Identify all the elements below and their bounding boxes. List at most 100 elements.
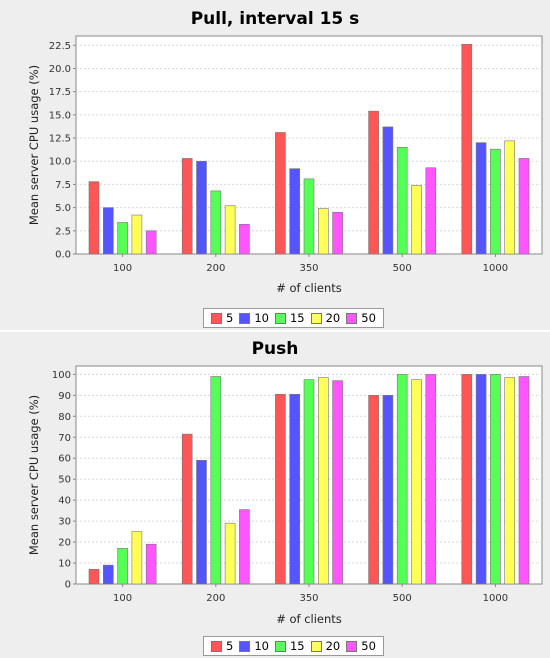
pull-chart-title: Pull, interval 15 s [191, 9, 360, 29]
push-y-tick-label: 40 [58, 496, 71, 507]
pull-y-tick-label: 2.5 [55, 226, 71, 237]
pull-legend-swatch [310, 312, 322, 324]
pull-legend-item-50: 50 [346, 311, 376, 325]
pull-bar-series-50-200 [239, 224, 250, 255]
pull-bar-series-10-100 [103, 207, 114, 255]
pull-y-axis-label: Mean server CPU usage (%) [27, 65, 41, 225]
push-y-tick-label: 100 [52, 370, 71, 381]
push-chart-panel: Push 0 10 20 30 40 50 60 70 80 90 100 100 200 350 500 10… [0, 332, 550, 658]
push-y-tick-label: 80 [58, 412, 71, 423]
push-legend-swatch [346, 640, 358, 652]
push-x-tick-label: 500 [393, 593, 412, 604]
push-legend-item-50: 50 [346, 639, 376, 653]
pull-legend: 5 10 15 20 50 [203, 308, 384, 328]
push-x-axis-label: # of clients [276, 612, 342, 626]
push-chart-title: Push [252, 339, 299, 359]
pull-legend-item-10: 10 [239, 311, 269, 325]
push-bar-series-5-500 [368, 395, 379, 585]
pull-y-tick-label: 22.5 [49, 41, 71, 52]
push-bar-series-10-1000 [475, 374, 487, 585]
push-legend-label: 5 [226, 639, 234, 653]
pull-y-tick-label: 12.5 [49, 134, 71, 145]
pull-bar-series-50-500 [425, 167, 437, 255]
pull-x-tick-label: 100 [113, 263, 132, 274]
pull-x-tick-label: 200 [206, 263, 225, 274]
push-legend-item-10: 10 [239, 639, 269, 653]
push-y-tick-label: 10 [58, 559, 71, 570]
push-bar-series-50-200 [239, 509, 250, 585]
pull-bar-series-10-350 [289, 168, 301, 255]
pull-bar-series-20-500 [411, 185, 422, 255]
pull-legend-label: 5 [226, 311, 234, 325]
push-y-tick-label: 20 [58, 538, 71, 549]
push-bar-series-50-1000 [518, 376, 530, 585]
pull-y-tick-label: 10.0 [49, 157, 71, 168]
pull-bar-series-5-500 [368, 110, 379, 255]
pull-bar-series-5-100 [88, 181, 100, 255]
push-legend-item-5: 5 [211, 639, 233, 653]
push-y-tick-label: 70 [58, 433, 71, 444]
pull-legend-swatch [239, 312, 251, 324]
pull-bar-series-50-100 [145, 230, 157, 255]
push-legend-label: 10 [254, 639, 269, 653]
push-x-tick-label: 350 [299, 593, 318, 604]
push-bar-series-20-200 [224, 522, 236, 585]
pull-bar-series-20-100 [131, 214, 143, 255]
pull-bar-series-50-350 [332, 211, 343, 255]
push-bar-series-10-100 [103, 564, 114, 585]
pull-bar-series-10-500 [382, 126, 394, 255]
push-legend-swatch [310, 640, 322, 652]
pull-bar-series-15-350 [303, 178, 315, 255]
push-bar-series-20-100 [131, 531, 143, 585]
push-x-tick-label: 100 [113, 593, 132, 604]
push-y-tick-label: 0 [65, 580, 71, 591]
pull-bar-series-10-200 [196, 160, 207, 255]
push-bar-series-5-200 [181, 433, 193, 585]
pull-y-tick-label: 15.0 [49, 110, 71, 121]
push-bar-series-20-500 [411, 379, 422, 585]
push-legend-label: 20 [325, 639, 341, 653]
pull-x-tick-label: 350 [299, 263, 318, 274]
pull-y-tick-label: 5.0 [55, 203, 71, 214]
push-y-tick-label: 60 [58, 454, 71, 465]
push-bar-series-15-100 [117, 548, 128, 585]
pull-chart-panel: Pull, interval 15 s 0.0 2.5 5.0 7.5 10.0 12.5 1… [0, 0, 550, 330]
pull-bar-series-50-1000 [518, 158, 530, 255]
push-legend-item-15: 15 [274, 639, 305, 653]
push-y-tick-label: 50 [58, 475, 71, 486]
pull-legend-swatch [211, 312, 222, 324]
push-bar-series-15-350 [303, 379, 315, 585]
pull-bar-series-15-500 [396, 147, 408, 255]
pull-legend-label: 10 [254, 311, 269, 325]
pull-bar-series-5-1000 [461, 44, 473, 255]
pull-x-tick-label: 500 [393, 263, 412, 274]
pull-legend-swatch [346, 312, 358, 324]
pull-legend-item-20: 20 [310, 311, 341, 325]
push-bar-series-10-350 [289, 393, 301, 585]
push-bar-series-50-500 [425, 374, 437, 585]
pull-y-tick-label: 7.5 [55, 180, 71, 191]
push-legend-swatch [211, 640, 222, 652]
push-y-tick-label: 90 [58, 391, 71, 402]
pull-legend-label: 50 [361, 311, 376, 325]
push-bar-series-20-350 [317, 377, 329, 585]
pull-bar-series-15-1000 [490, 148, 501, 255]
push-y-tick-label: 30 [58, 517, 71, 528]
push-legend-label: 50 [361, 639, 376, 653]
pull-legend-label: 20 [325, 311, 341, 325]
pull-y-tick-label: 17.5 [49, 87, 71, 98]
push-legend-swatch [274, 640, 286, 652]
push-x-tick-label: 200 [206, 593, 225, 604]
push-bar-series-5-350 [275, 393, 286, 585]
pull-bar-series-5-350 [275, 132, 286, 255]
push-legend-label: 15 [289, 639, 305, 653]
push-x-tick-label: 1000 [483, 593, 508, 604]
pull-x-axis-label: # of clients [276, 281, 342, 295]
pull-y-tick-label: 0.0 [55, 250, 71, 261]
pull-bar-series-20-350 [317, 208, 329, 255]
pull-bar-series-15-200 [210, 190, 222, 255]
push-bar-series-15-500 [396, 374, 408, 585]
pull-bar-series-15-100 [117, 222, 128, 255]
push-bar-series-20-1000 [504, 377, 516, 585]
pull-legend-swatch [274, 312, 286, 324]
